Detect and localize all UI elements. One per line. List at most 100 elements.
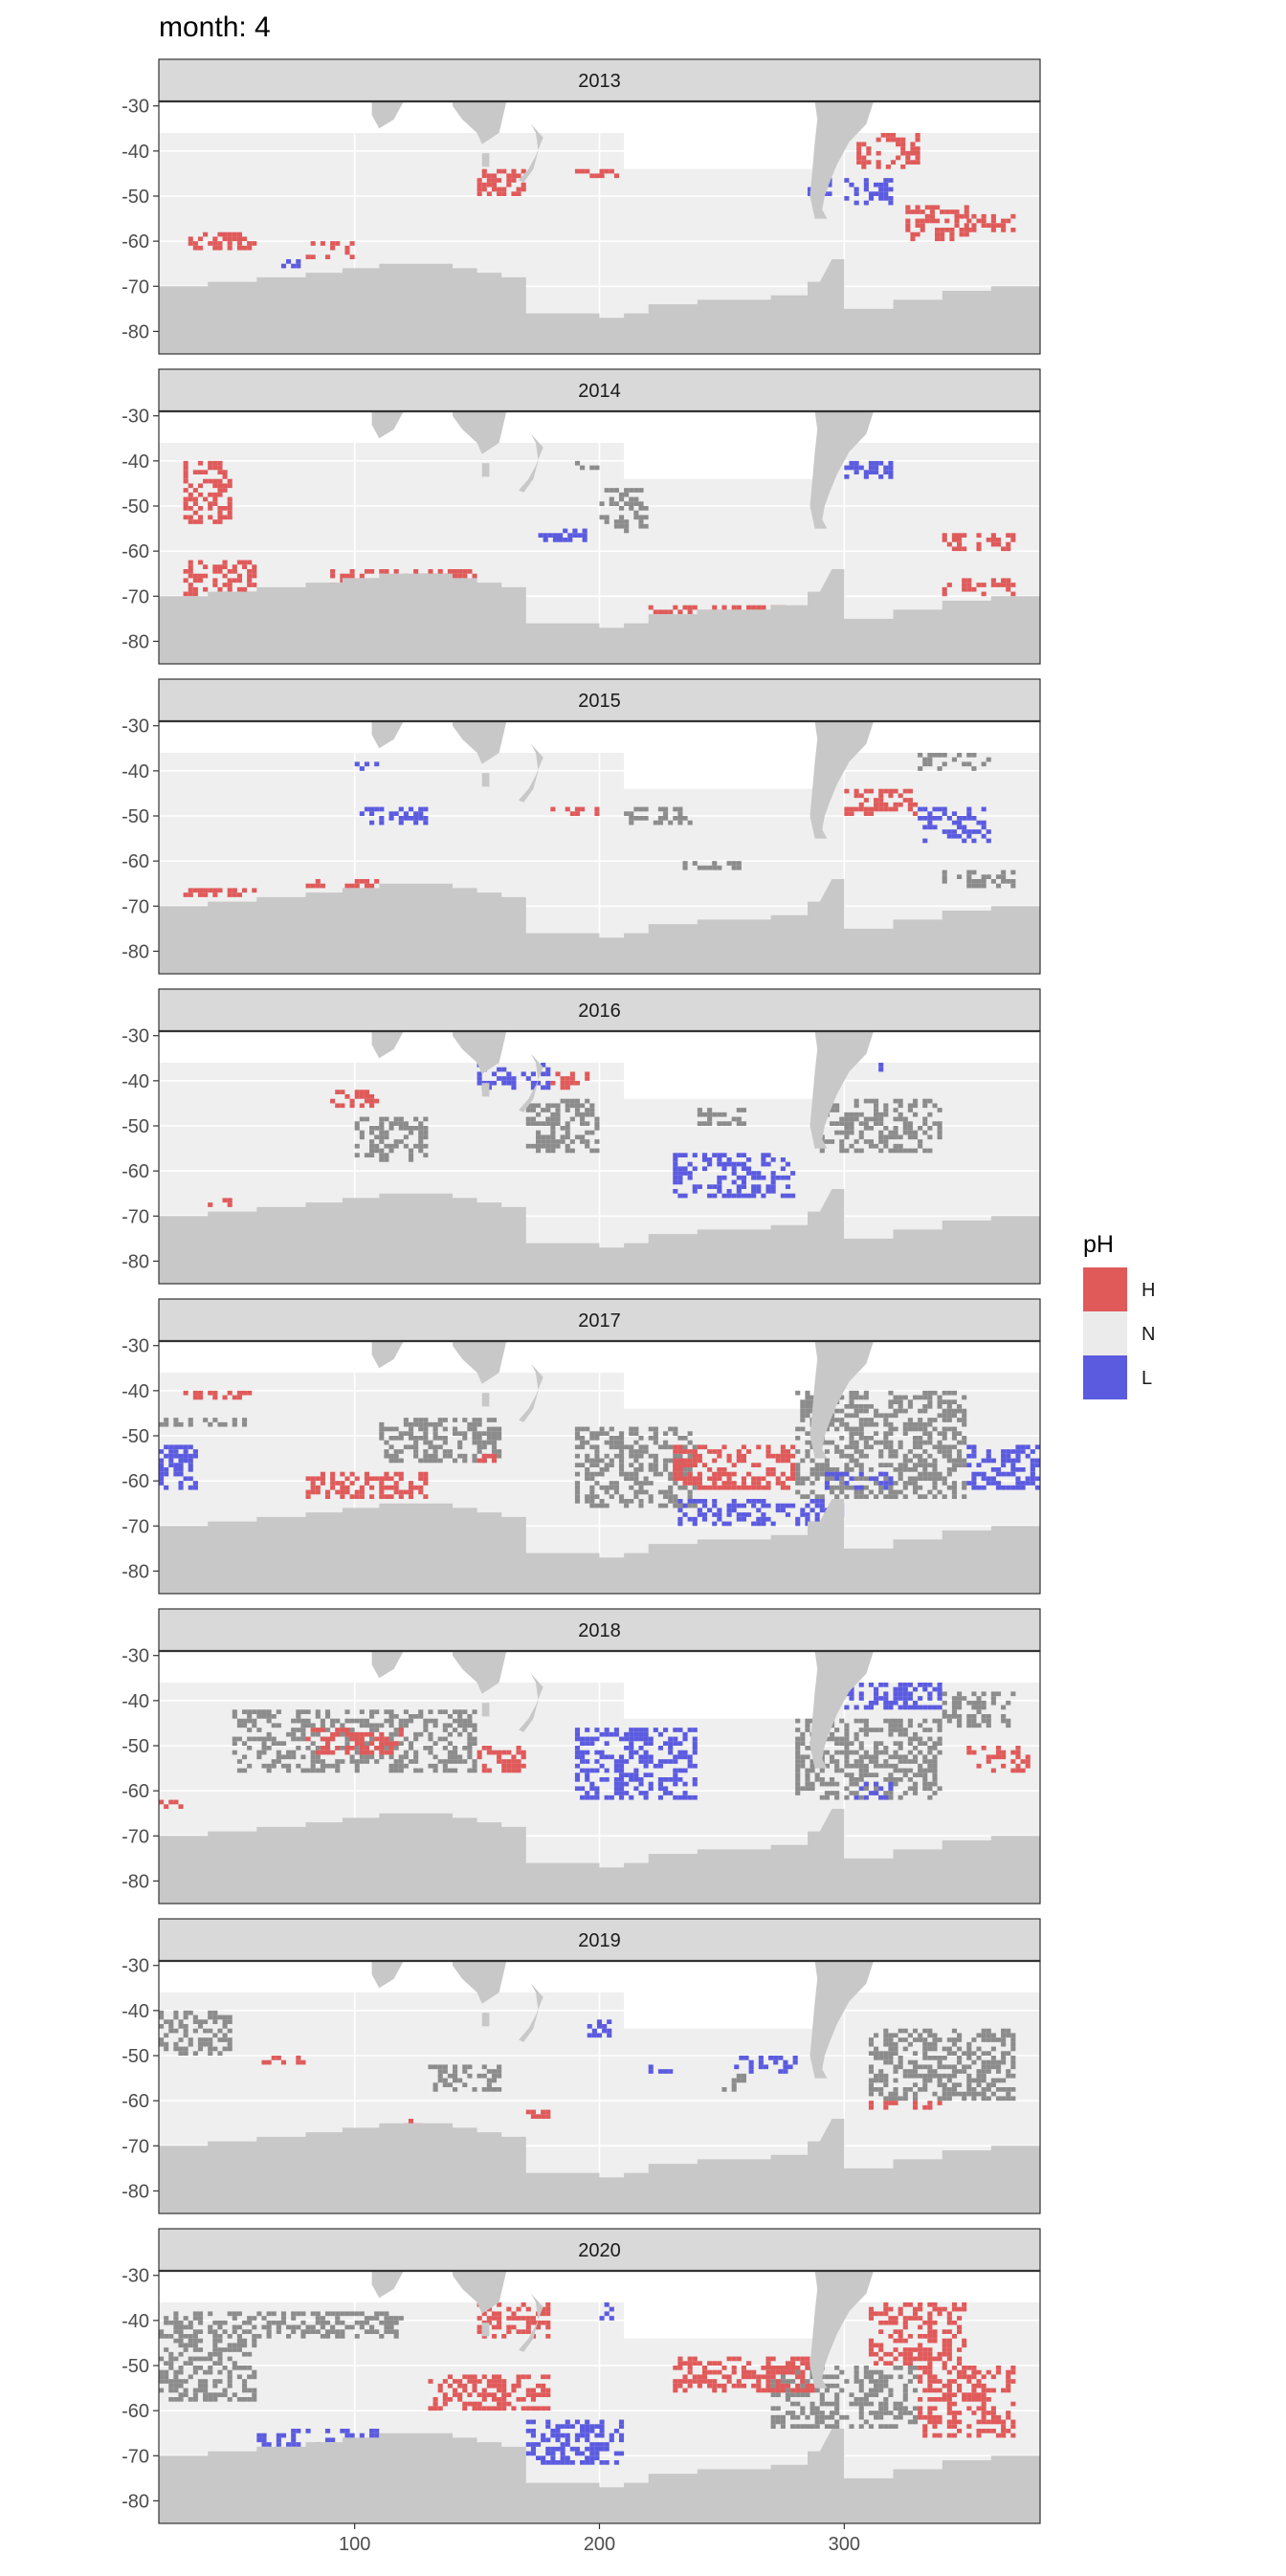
neutral-cell bbox=[830, 2374, 834, 2379]
neutral-cell bbox=[795, 1481, 800, 1486]
neutral-cell bbox=[438, 1422, 443, 1427]
high-ph-cell bbox=[555, 1071, 560, 1076]
neutral-cell bbox=[737, 2074, 742, 2079]
neutral-cell bbox=[854, 1494, 859, 1499]
neutral-cell bbox=[159, 2389, 164, 2393]
neutral-cell bbox=[864, 1723, 869, 1728]
neutral-cell bbox=[212, 2011, 217, 2015]
neutral-cell bbox=[217, 2029, 222, 2034]
neutral-cell bbox=[894, 1723, 898, 1728]
high-ph-cell bbox=[325, 254, 330, 259]
neutral-cell bbox=[839, 1769, 844, 1773]
low-ph-cell bbox=[991, 1481, 996, 1486]
neutral-cell bbox=[233, 1418, 237, 1422]
neutral-cell bbox=[952, 1481, 957, 1486]
neutral-cell bbox=[898, 1409, 903, 1414]
neutral-cell bbox=[272, 1723, 277, 1728]
high-ph-cell bbox=[212, 1391, 217, 1396]
neutral-cell bbox=[982, 2051, 987, 2056]
high-ph-cell bbox=[487, 2379, 492, 2384]
neutral-cell bbox=[492, 1441, 497, 1445]
neutral-cell bbox=[633, 501, 638, 506]
low-ph-cell bbox=[418, 816, 423, 821]
neutral-cell bbox=[966, 2051, 971, 2056]
neutral-cell bbox=[815, 1494, 820, 1499]
high-ph-cell bbox=[721, 1472, 726, 1477]
neutral-cell bbox=[869, 1099, 874, 1104]
neutral-cell bbox=[952, 1494, 957, 1499]
high-ph-cell bbox=[477, 183, 482, 187]
low-ph-cell bbox=[966, 816, 971, 821]
neutral-cell bbox=[908, 2074, 913, 2079]
neutral-cell bbox=[795, 1769, 800, 1773]
high-ph-cell bbox=[910, 146, 915, 151]
neutral-cell bbox=[932, 2069, 937, 2074]
low-ph-cell bbox=[638, 1782, 643, 1787]
neutral-cell bbox=[633, 488, 638, 493]
neutral-cell bbox=[658, 807, 663, 812]
neutral-cell bbox=[805, 1769, 809, 1773]
low-ph-cell bbox=[971, 816, 976, 821]
high-ph-cell bbox=[903, 789, 908, 794]
neutral-cell bbox=[918, 1396, 922, 1400]
neutral-cell bbox=[991, 879, 996, 884]
neutral-cell bbox=[198, 2329, 203, 2334]
high-ph-cell bbox=[487, 1769, 492, 1773]
high-ph-cell bbox=[712, 1476, 717, 1481]
neutral-cell bbox=[374, 1134, 379, 1139]
low-ph-cell bbox=[825, 1472, 830, 1477]
neutral-cell bbox=[947, 1719, 952, 1724]
neutral-cell bbox=[830, 1422, 834, 1427]
low-ph-cell bbox=[732, 1180, 737, 1185]
neutral-cell bbox=[477, 1441, 482, 1445]
high-ph-cell bbox=[462, 2406, 467, 2411]
high-ph-cell bbox=[511, 191, 516, 196]
high-ph-cell bbox=[898, 793, 903, 798]
high-ph-cell bbox=[344, 574, 349, 579]
neutral-cell bbox=[433, 2082, 438, 2087]
high-ph-cell bbox=[379, 1732, 384, 1737]
low-ph-cell bbox=[854, 1706, 859, 1710]
neutral-cell bbox=[256, 1714, 261, 1719]
low-ph-cell bbox=[649, 1737, 654, 1742]
low-ph-cell bbox=[1001, 1463, 1006, 1467]
neutral-cell bbox=[668, 821, 673, 826]
low-ph-cell bbox=[688, 1728, 693, 1732]
high-ph-cell bbox=[688, 1463, 693, 1467]
neutral-cell bbox=[839, 1117, 844, 1122]
high-ph-cell bbox=[991, 533, 996, 538]
y-tick-label: -30 bbox=[122, 1026, 149, 1047]
high-ph-cell bbox=[384, 1476, 388, 1481]
neutral-cell bbox=[472, 1436, 477, 1441]
high-ph-cell bbox=[506, 1750, 511, 1755]
low-ph-cell bbox=[677, 1517, 682, 1522]
low-ph-cell bbox=[658, 1732, 663, 1737]
low-ph-cell bbox=[721, 1176, 726, 1180]
high-ph-cell bbox=[188, 564, 193, 569]
low-ph-cell bbox=[600, 1754, 605, 1759]
neutral-cell bbox=[418, 1126, 423, 1131]
high-ph-cell bbox=[228, 483, 233, 488]
neutral-cell bbox=[874, 1103, 878, 1108]
high-ph-cell bbox=[954, 223, 959, 228]
high-ph-cell bbox=[765, 1449, 770, 1454]
high-ph-cell bbox=[976, 1764, 981, 1769]
neutral-cell bbox=[898, 2060, 903, 2065]
low-ph-cell bbox=[712, 1512, 717, 1517]
low-ph-cell bbox=[673, 1176, 677, 1180]
high-ph-cell bbox=[707, 1476, 712, 1481]
neutral-cell bbox=[800, 1754, 805, 1759]
high-ph-cell bbox=[217, 506, 222, 511]
neutral-cell bbox=[957, 2047, 962, 2052]
low-ph-cell bbox=[854, 187, 859, 192]
high-ph-cell bbox=[751, 605, 756, 610]
high-ph-cell bbox=[677, 1449, 682, 1454]
high-ph-cell bbox=[501, 2379, 506, 2384]
high-ph-cell bbox=[344, 1732, 349, 1737]
neutral-cell bbox=[913, 1454, 918, 1459]
neutral-cell bbox=[903, 2037, 908, 2042]
neutral-cell bbox=[987, 1723, 991, 1728]
high-ph-cell bbox=[203, 479, 208, 484]
high-ph-cell bbox=[482, 187, 487, 192]
low-ph-cell bbox=[883, 178, 888, 183]
